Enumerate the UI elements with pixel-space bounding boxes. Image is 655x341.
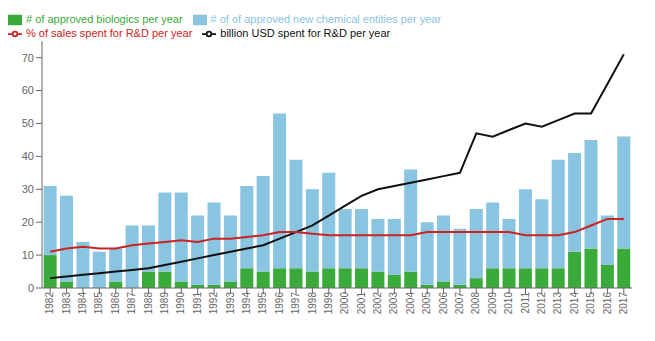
svg-text:1993: 1993 <box>225 292 236 315</box>
svg-text:1985: 1985 <box>93 292 104 315</box>
svg-text:60: 60 <box>22 84 34 96</box>
svg-text:1989: 1989 <box>159 292 170 315</box>
html-text:% of sales spent for R&D per y: % of sales spent for R&D per year <box>26 27 193 40</box>
svg-text:2017: 2017 <box>618 292 629 315</box>
svg-text:2014: 2014 <box>569 292 580 315</box>
svg-text:1986: 1986 <box>110 292 121 315</box>
svg-text:1995: 1995 <box>257 292 268 315</box>
svg-text:1990: 1990 <box>175 292 186 315</box>
svg-text:2012: 2012 <box>536 292 547 315</box>
svg-text:2004: 2004 <box>405 292 416 315</box>
svg-text:1983: 1983 <box>61 292 72 315</box>
svg-text:20: 20 <box>22 216 34 228</box>
svg-text:2005: 2005 <box>421 292 432 315</box>
svg-text:2016: 2016 <box>602 292 613 315</box>
svg-text:2006: 2006 <box>438 292 449 315</box>
svg-text:2015: 2015 <box>585 292 596 315</box>
svg-text:1987: 1987 <box>126 292 137 315</box>
svg-text:10: 10 <box>22 249 34 261</box>
svg-text:1991: 1991 <box>192 292 203 315</box>
svg-text:1984: 1984 <box>77 292 88 315</box>
svg-text:1997: 1997 <box>290 292 301 315</box>
svg-text:1998: 1998 <box>307 292 318 315</box>
svg-text:2001: 2001 <box>356 292 367 315</box>
svg-text:1988: 1988 <box>143 292 154 315</box>
svg-text:70: 70 <box>22 52 34 64</box>
svg-text:2007: 2007 <box>454 292 465 315</box>
html-text:# of approved biologics per ye: # of approved biologics per year <box>26 13 183 25</box>
svg-text:50: 50 <box>22 117 34 129</box>
svg-text:2000: 2000 <box>339 292 350 315</box>
svg-text:1992: 1992 <box>208 292 219 315</box>
svg-text:0: 0 <box>28 282 34 294</box>
svg-text:2009: 2009 <box>487 292 498 315</box>
html-text:# of of approved new chemical: # of of approved new chemical entities p… <box>210 13 442 25</box>
svg-text:30: 30 <box>22 183 34 195</box>
svg-text:2013: 2013 <box>552 292 563 315</box>
svg-text:2002: 2002 <box>372 292 383 315</box>
svg-text:1999: 1999 <box>323 292 334 315</box>
svg-text:2011: 2011 <box>520 292 531 314</box>
svg-text:1996: 1996 <box>274 292 285 315</box>
svg-text:40: 40 <box>22 150 34 162</box>
svg-text:2008: 2008 <box>470 292 481 315</box>
svg-text:2003: 2003 <box>388 292 399 315</box>
html-text:billion USD spent for R&D per: billion USD spent for R&D per year <box>220 27 391 40</box>
svg-text:2010: 2010 <box>503 292 514 315</box>
svg-text:1982: 1982 <box>44 292 55 315</box>
svg-text:1994: 1994 <box>241 292 252 315</box>
